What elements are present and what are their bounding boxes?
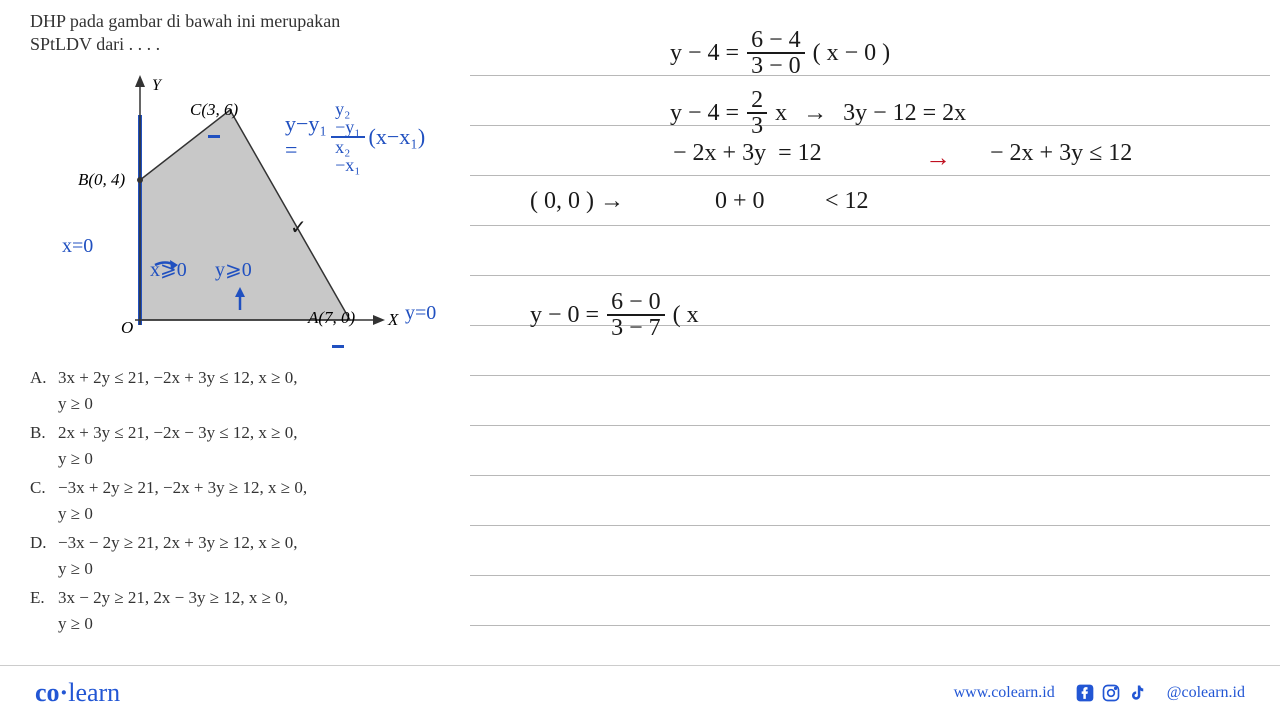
c-underline <box>208 117 220 138</box>
ruled-line <box>470 625 1270 626</box>
social-icons <box>1075 683 1147 703</box>
annot-y0: y=0 <box>405 302 436 325</box>
work-line4a: ( 0, 0 ) → <box>530 188 624 215</box>
ruled-line <box>470 425 1270 426</box>
question-text: DHP pada gambar di bawah ini merupakan S… <box>30 10 450 57</box>
option-b: B. 2x + 3y ≤ 21, −2x − 3y ≤ 12, x ≥ 0,y … <box>30 420 307 471</box>
origin-label: O <box>121 318 133 338</box>
left-column: DHP pada gambar di bawah ini merupakan S… <box>30 10 450 57</box>
options: A. 3x + 2y ≤ 21, −2x + 3y ≤ 12, x ≥ 0,y … <box>30 365 307 640</box>
content-area: DHP pada gambar di bawah ini merupakan S… <box>30 10 1250 650</box>
y-axis-label: Y <box>152 77 161 95</box>
work-area: y − 4 = 6 − 4 3 − 0 ( x − 0 ) y − 4 = 2 … <box>470 10 1270 610</box>
work-line3a: − 2x + 3y = 12 <box>673 140 822 167</box>
vertex-b: B(0, 4) <box>78 170 125 190</box>
annot-xgeq0: x⩾0 <box>150 257 187 282</box>
option-d: D. −3x − 2y ≥ 21, 2x + 3y ≥ 12, x ≥ 0,y … <box>30 530 307 581</box>
graph-container: Y C(3, 6) B(0, 4) O A(7, 0) X x=0 x⩾0 y⩾… <box>60 65 400 345</box>
annot-ygeq0: y⩾0 <box>215 257 252 282</box>
x-axis-label: X <box>388 310 398 330</box>
work-line3c: − 2x + 3y ≤ 12 <box>990 140 1132 167</box>
ruled-line <box>470 375 1270 376</box>
annot-check: ✓ <box>290 215 307 240</box>
work-line1: y − 4 = 6 − 4 3 − 0 ( x − 0 ) <box>670 28 890 78</box>
red-arrow-icon: → <box>925 143 951 173</box>
question-line1: DHP pada gambar di bawah ini merupakan <box>30 11 340 31</box>
work-line2: y − 4 = 2 3 x → 3y − 12 = 2x <box>670 88 966 138</box>
question-line2: SPtLDV dari . . . . <box>30 34 160 54</box>
footer-right: www.colearn.id @colearn.id <box>954 683 1245 703</box>
work-line4b: 0 + 0 <box>715 188 765 215</box>
work-line4c: < 12 <box>825 188 869 215</box>
work-line5: y − 0 = 6 − 0 3 − 7 ( x <box>530 290 699 340</box>
option-a: A. 3x + 2y ≤ 21, −2x + 3y ≤ 12, x ≥ 0,y … <box>30 365 307 416</box>
ruled-line <box>470 275 1270 276</box>
option-c: C. −3x + 2y ≥ 21, −2x + 3y ≥ 12, x ≥ 0,y… <box>30 475 307 526</box>
ruled-line <box>470 525 1270 526</box>
instagram-icon <box>1101 683 1121 703</box>
option-e: E. 3x − 2y ≥ 21, 2x − 3y ≥ 12, x ≥ 0,y ≥… <box>30 585 307 636</box>
vertex-a: A(7, 0) <box>308 308 355 328</box>
footer-url: www.colearn.id <box>954 684 1055 702</box>
tiktok-icon <box>1127 683 1147 703</box>
slope-formula: y−y₁ = y₂ −y₁ x₂ −x₁ (x−x₁) <box>285 100 425 174</box>
footer-handle: @colearn.id <box>1167 684 1245 702</box>
footer: co·learn www.colearn.id @colearn.id <box>0 665 1280 720</box>
ruled-line <box>470 475 1270 476</box>
logo: co·learn <box>35 678 120 708</box>
facebook-icon <box>1075 683 1095 703</box>
annot-x0: x=0 <box>62 235 93 258</box>
ruled-line <box>470 575 1270 576</box>
ruled-line <box>470 225 1270 226</box>
ruled-line <box>470 175 1270 176</box>
a-underline <box>332 327 344 348</box>
